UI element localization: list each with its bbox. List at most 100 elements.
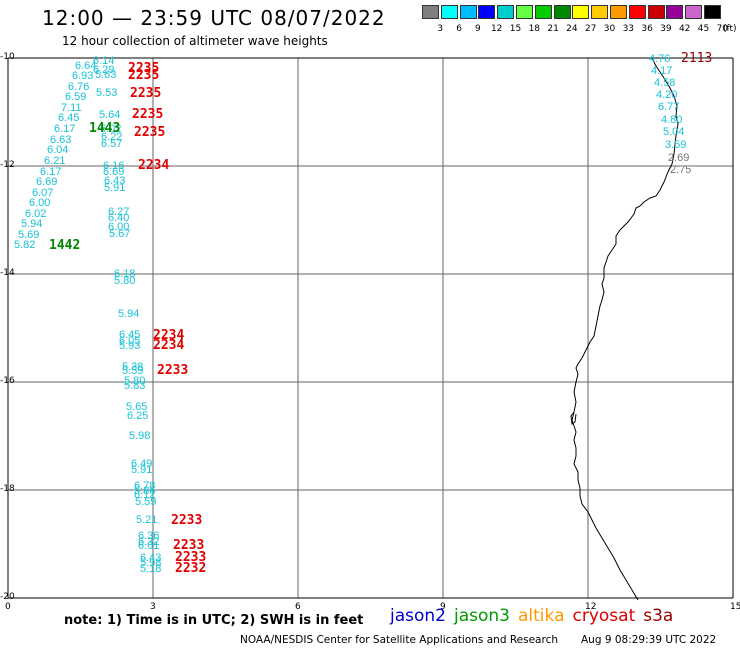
- wave-height-value: 5.53: [96, 87, 118, 99]
- wave-height-value: 5.98: [129, 430, 151, 442]
- wave-height-value: 6.57: [101, 138, 123, 150]
- wave-height-value: 6.32: [138, 536, 160, 548]
- color-swatch: [647, 5, 665, 19]
- wave-height-value: 5.63: [95, 69, 117, 81]
- wave-height-value: 4.58: [654, 77, 676, 89]
- wave-height-value: 7.11: [61, 102, 82, 114]
- color-swatch: [610, 5, 627, 19]
- color-scale-label: 42: [678, 24, 691, 34]
- color-swatch: [478, 5, 496, 19]
- wave-height-value: 5.18: [140, 563, 162, 575]
- wave-height-value: 5.91: [104, 182, 126, 194]
- wave-height-value: 6.07: [32, 187, 54, 199]
- wave-height-value: 4.76: [649, 53, 671, 65]
- wave-height-value: 5.98: [140, 557, 162, 569]
- wave-height-value: 2.75: [670, 164, 692, 176]
- wave-height-value: 6.76: [68, 81, 90, 93]
- wave-height-value: 6.18: [114, 268, 136, 280]
- color-scale-label: 15: [509, 24, 522, 34]
- color-scale-label: 30: [603, 24, 616, 34]
- wave-height-value: 6.02: [25, 208, 47, 220]
- generated-timestamp: Aug 9 08:29:39 UTC 2022: [581, 634, 717, 646]
- longitude-tick-label: 15: [730, 602, 740, 612]
- color-scale-unit: (ft): [723, 24, 737, 34]
- wave-height-value: 5.65: [126, 401, 148, 413]
- coastline: [571, 57, 679, 601]
- wave-height-value: 5.59: [122, 365, 144, 377]
- wave-height-value: 5.69: [18, 229, 40, 241]
- wave-height-value: 6.78: [134, 480, 156, 492]
- wave-height-value: 6.04: [47, 144, 69, 156]
- pass-time-label: 1442: [49, 238, 81, 253]
- wave-height-value: 6.29: [93, 64, 115, 76]
- wave-height-value: 6.93: [72, 70, 94, 82]
- legend-entry-s3a: s3a: [643, 606, 674, 626]
- wave-height-value: 5.80: [124, 375, 146, 387]
- wave-height-value: 6.59: [65, 91, 87, 103]
- color-scale-label: 33: [622, 24, 635, 34]
- longitude-tick-label: 0: [5, 602, 11, 612]
- wave-height-value: 5.04: [663, 126, 685, 138]
- pass-time-label: 2235: [128, 68, 160, 83]
- wave-height-value: 5.82: [14, 239, 36, 251]
- legend-entry-altika: altika: [518, 606, 565, 626]
- wave-height-value: 6.05: [119, 335, 141, 347]
- color-swatch: [666, 5, 684, 19]
- color-scale-label: 3: [437, 24, 444, 34]
- wave-height-value: 5.38: [122, 361, 144, 373]
- wave-height-value: 6.17: [40, 166, 62, 178]
- wave-height-value: 6.14: [93, 55, 115, 67]
- wave-height-value: 6.40: [108, 212, 130, 224]
- pass-time-label: 2233: [157, 363, 189, 378]
- wave-height-value: 2.69: [668, 152, 690, 164]
- wave-height-value: 4.20: [656, 89, 678, 101]
- wave-height-value: 5.83: [124, 380, 146, 392]
- wave-height-value: 6.36: [138, 530, 160, 542]
- color-swatch: [534, 5, 552, 19]
- wave-height-value: 5.93: [119, 340, 141, 352]
- wave-height-value: 5.94: [21, 218, 43, 230]
- color-swatch: [497, 5, 515, 19]
- pass-time-label: 2232: [175, 561, 207, 576]
- color-scale-label: 39: [660, 24, 672, 34]
- wave-height-value: 5.21: [136, 514, 158, 526]
- map-grid: [7, 57, 734, 599]
- pass-time-label: 2235: [130, 86, 162, 101]
- wave-height-value: 5.94: [118, 308, 140, 320]
- wave-height-value: 5.91: [131, 464, 153, 476]
- pass-time-label: 1443: [89, 121, 121, 136]
- color-swatch: [628, 5, 646, 19]
- color-scale-label: 27: [584, 24, 597, 34]
- pass-time-label: 2233: [173, 538, 205, 553]
- color-swatch: [516, 5, 533, 19]
- longitude-tick-label: 9: [440, 602, 446, 612]
- color-scale-label: 6: [456, 24, 462, 34]
- wave-height-value: 5.64: [99, 109, 121, 121]
- wave-height-value: 6.25: [127, 410, 149, 422]
- color-swatch: [591, 5, 609, 19]
- legend-entry-jason2: jason2: [390, 606, 446, 626]
- latitude-tick-label: -10: [0, 52, 15, 62]
- units-note: note: 1) Time is in UTC; 2) SWH is in fe…: [64, 613, 364, 628]
- latitude-tick-label: -18: [0, 484, 15, 494]
- latitude-tick-label: -20: [0, 592, 15, 602]
- color-scale-label: 24: [566, 24, 578, 34]
- longitude-tick-label: 12: [585, 602, 597, 612]
- wave-height-value: 6.45: [58, 112, 80, 124]
- color-scale-label: 18: [528, 24, 541, 34]
- color-scale-label: 45: [697, 24, 710, 34]
- color-swatch: [704, 5, 721, 19]
- wave-height-value: 5.67: [109, 228, 131, 240]
- wave-height-value: 6.64: [75, 60, 97, 72]
- wave-height-value: 6.45: [119, 329, 141, 341]
- wave-height-value: 6.01: [138, 540, 160, 552]
- wave-height-value: 6.00: [108, 221, 130, 233]
- pass-time-label: 2233: [175, 550, 207, 565]
- coast-inlet: [570, 411, 577, 425]
- color-swatch: [572, 5, 590, 19]
- color-scale-label: 9: [475, 24, 481, 34]
- wave-height-value: 6.22: [101, 131, 123, 143]
- wave-height-value: 6.00: [29, 197, 51, 209]
- pass-time-label: 2235: [128, 61, 160, 76]
